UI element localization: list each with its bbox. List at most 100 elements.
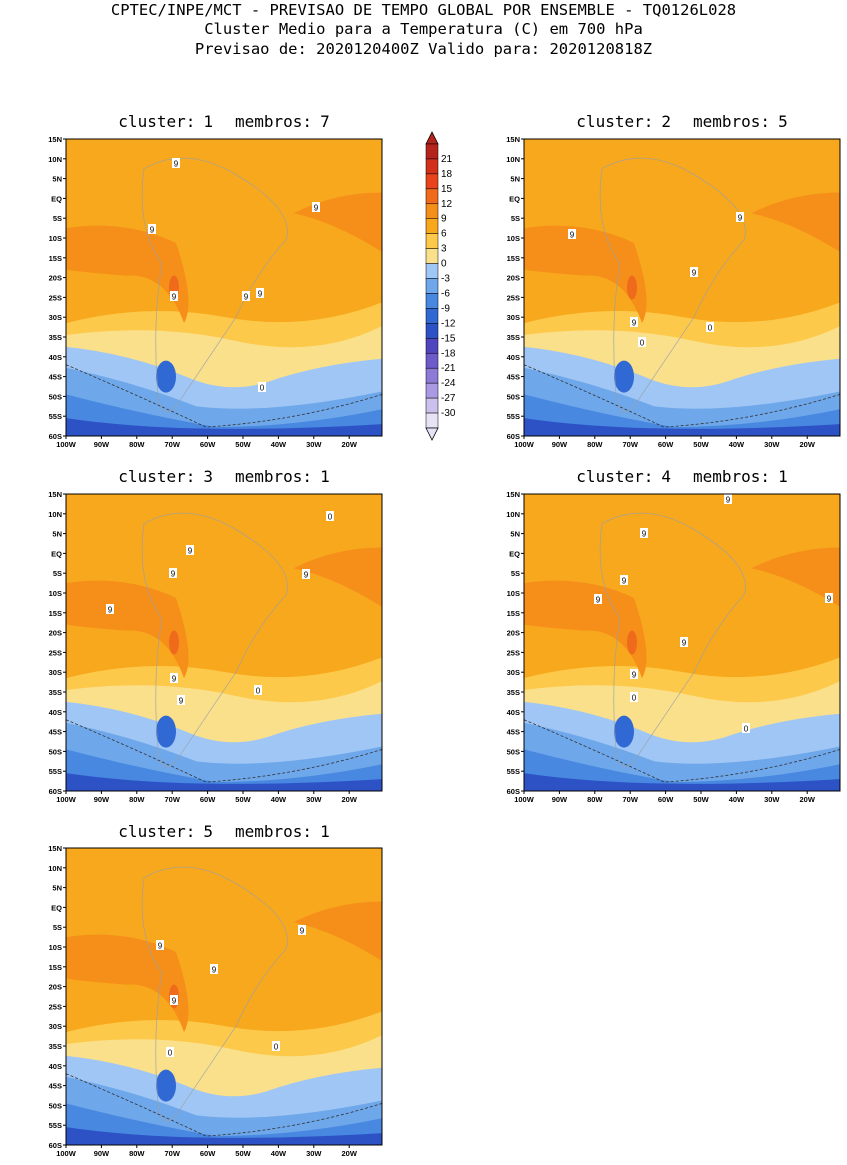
panel-cluster-label: cluster: xyxy=(118,112,196,131)
lat-tick-label: 10N xyxy=(506,510,520,519)
colorbar-label: -24 xyxy=(441,378,456,389)
colorbar-swatch xyxy=(425,367,439,384)
lat-tick-label: 40S xyxy=(507,708,520,717)
lon-tick-label: 60W xyxy=(200,440,216,449)
contour-label: 9 xyxy=(640,528,648,539)
lat-tick-label: 20S xyxy=(507,629,520,638)
colorbar-swatch xyxy=(425,382,439,399)
lon-tick-label: 60W xyxy=(200,1149,216,1158)
panel-title: cluster: 4 membros: 1 xyxy=(524,467,840,486)
panel-members-label: membros: xyxy=(235,822,313,841)
panel-cluster-label: cluster: xyxy=(118,822,196,841)
lat-tick-label: 10N xyxy=(506,155,520,164)
lat-tick-label: 45S xyxy=(49,728,62,737)
contour-label: 0 xyxy=(258,382,266,393)
contour-value: 9 xyxy=(172,997,177,1006)
contour-value: 9 xyxy=(596,596,601,605)
lon-tick-label: 40W xyxy=(271,1149,287,1158)
lon-tick-label: 80W xyxy=(587,795,603,804)
lon-tick-label: 70W xyxy=(622,795,638,804)
contour-label: 9 xyxy=(170,995,178,1006)
lat-tick-label: 50S xyxy=(49,392,62,401)
contour-label: 9 xyxy=(312,202,320,213)
lat-tick-label: 50S xyxy=(49,747,62,756)
colorbar-label: -30 xyxy=(441,408,456,419)
panel-title: cluster: 3 membros: 1 xyxy=(66,467,382,486)
panel-cluster-label: cluster: xyxy=(576,467,654,486)
colorbar-label: -15 xyxy=(441,333,456,344)
lon-tick-label: 30W xyxy=(306,1149,322,1158)
lon-tick-label: 20W xyxy=(799,795,815,804)
lon-tick-label: 30W xyxy=(306,795,322,804)
lon-tick-label: 30W xyxy=(764,795,780,804)
lat-tick-label: 30S xyxy=(507,313,520,322)
contour-value: 9 xyxy=(314,204,319,213)
lat-tick-label: 10N xyxy=(48,864,62,873)
lon-tick-label: 80W xyxy=(129,440,145,449)
lat-tick-label: 30S xyxy=(49,1022,62,1031)
lat-tick-label: 15S xyxy=(507,254,520,263)
lon-tick-label: 20W xyxy=(341,440,357,449)
colorbar-label: 9 xyxy=(441,214,447,225)
contour-label: 9 xyxy=(172,158,180,169)
lat-tick-label: 5N xyxy=(52,530,62,539)
lon-tick-label: 40W xyxy=(271,440,287,449)
lat-tick-label: 45S xyxy=(49,373,62,382)
contour-label: 0 xyxy=(254,685,262,696)
lat-tick-label: 55S xyxy=(507,412,520,421)
lat-tick-label: 15N xyxy=(48,135,62,144)
forecast-map: 9 9 9 9 9 9 9 0 0 15N 10N 5N EQ 5S 10S 15S 20S 25S 30S 35S 4… xyxy=(506,490,841,804)
forecast-map: 9 9 9 9 0 0 15N 10N 5N EQ 5S 10S 15S 20S 25S 30S 35S 40S 4… xyxy=(48,844,383,1158)
lat-tick-label: 5N xyxy=(52,175,62,184)
contour-label: 9 xyxy=(568,229,576,240)
lat-tick-label: 10S xyxy=(49,589,62,598)
panel-members-count: 1 xyxy=(320,822,330,841)
lat-tick-label: 30S xyxy=(49,313,62,322)
colorbar-swatch xyxy=(425,263,439,279)
title-line-2: Cluster Medio para a Temperatura (C) em … xyxy=(204,20,643,38)
contour-value: 0 xyxy=(256,687,261,696)
colorbar-label: -21 xyxy=(441,363,456,374)
lat-tick-label: 10S xyxy=(507,234,520,243)
lat-tick-label: 35S xyxy=(507,333,520,342)
lon-tick-label: 70W xyxy=(164,1149,180,1158)
contour-value: 0 xyxy=(328,513,333,522)
contour-label: 9 xyxy=(148,224,156,235)
colorbar: 21 18 15 12 9 6 3 0 -3 -6 -9 -12 -15 -18 -21 -24 -27 -30 xyxy=(425,131,456,441)
lat-tick-label: 15N xyxy=(48,490,62,499)
lon-tick-label: 100W xyxy=(514,440,535,449)
lat-tick-label: 15S xyxy=(49,254,62,263)
lon-tick-label: 90W xyxy=(94,795,110,804)
lon-tick-label: 50W xyxy=(693,795,709,804)
contour-value: 9 xyxy=(212,966,217,975)
panel-cluster-number: 4 xyxy=(661,467,671,486)
lat-tick-label: 15N xyxy=(506,490,520,499)
contour-value: 9 xyxy=(304,571,309,580)
contour-value: 9 xyxy=(642,530,647,539)
contour-value: 0 xyxy=(640,339,645,348)
contour-label: 9 xyxy=(825,593,833,604)
contour-value: 0 xyxy=(260,384,265,393)
contour-value: 9 xyxy=(622,577,627,586)
lat-tick-label: 20S xyxy=(49,274,62,283)
contour-value: 9 xyxy=(172,293,177,302)
panel-cluster-number: 2 xyxy=(661,112,671,131)
lat-tick-label: 55S xyxy=(49,767,62,776)
contour-value: 9 xyxy=(632,319,637,328)
colorbar-swatch xyxy=(425,173,439,190)
contour-value: 0 xyxy=(708,324,713,333)
contour-label: 0 xyxy=(326,511,334,522)
lon-tick-label: 80W xyxy=(129,1149,145,1158)
colorbar-label: 3 xyxy=(441,244,447,255)
lat-tick-label: 55S xyxy=(49,1121,62,1130)
lat-tick-label: 5N xyxy=(52,884,62,893)
lat-tick-label: 10S xyxy=(49,234,62,243)
contour-value: 0 xyxy=(632,694,637,703)
lat-tick-label: 5S xyxy=(53,214,62,223)
colorbar-label: -6 xyxy=(441,288,450,299)
lon-tick-label: 90W xyxy=(94,1149,110,1158)
contour-label: 9 xyxy=(256,288,264,299)
colorbar-label: -9 xyxy=(441,303,450,314)
colorbar-label: -12 xyxy=(441,318,456,329)
lon-tick-label: 60W xyxy=(200,795,216,804)
